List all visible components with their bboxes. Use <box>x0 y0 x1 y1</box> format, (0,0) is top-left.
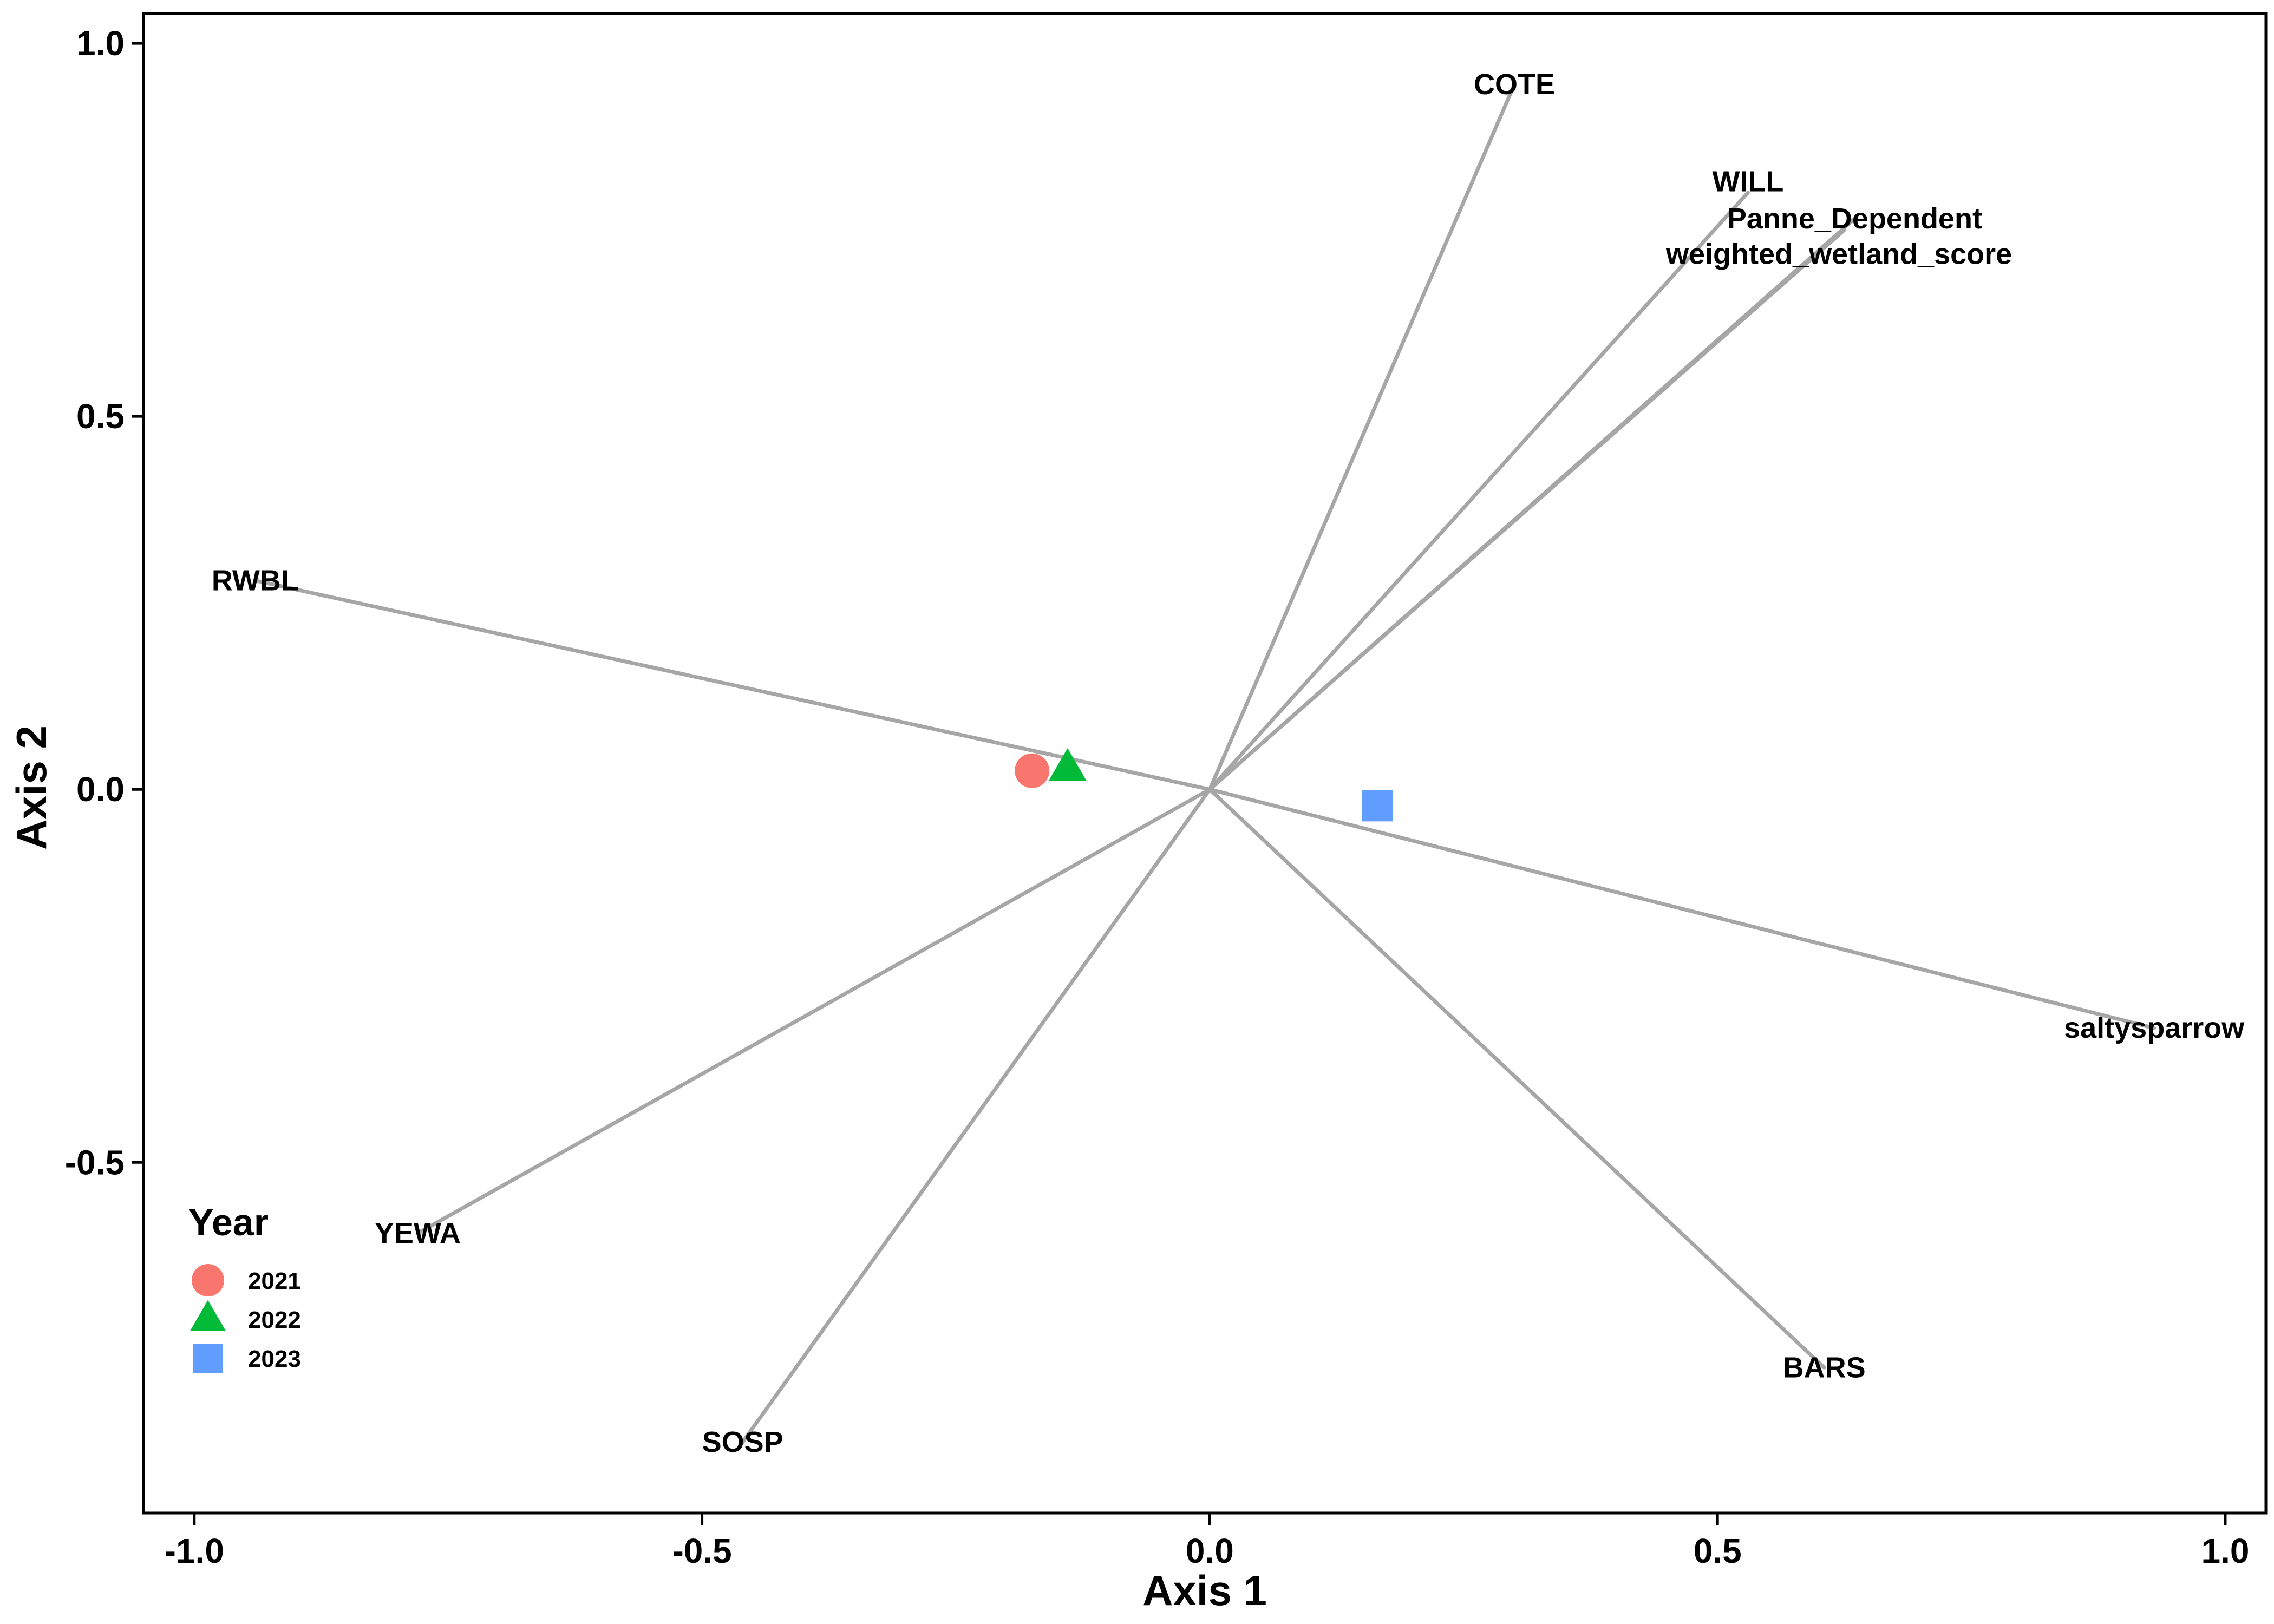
point-2023-0 <box>1362 790 1393 822</box>
plot-panel <box>142 12 2268 1515</box>
vector-label-cote: COTE <box>1474 68 1555 101</box>
points-layer <box>1015 748 1393 822</box>
vectors-layer <box>253 82 2157 1444</box>
vector-label-panne-dependent: Panne_Dependent <box>1727 202 1982 235</box>
x-tick-label--0-5: -0.5 <box>672 1531 731 1570</box>
x-tick-label--1-0: -1.0 <box>165 1531 224 1570</box>
vector-label-will: WILL <box>1712 166 1783 198</box>
legend-key-2022 <box>190 1300 226 1331</box>
x-axis-title: Axis 1 <box>1142 1567 1267 1614</box>
legend-key-2023 <box>193 1344 223 1373</box>
vector-weighted-wetland-score <box>1207 228 1847 791</box>
legend: Year 2021 2022 2023 <box>188 1201 301 1373</box>
y-tick-label-0-0: 0.0 <box>76 770 125 809</box>
point-2022-0 <box>1048 748 1087 781</box>
vector-label-saltysparrow: saltysparrow <box>2064 1012 2245 1044</box>
vector-saltysparrow <box>1207 787 2157 1030</box>
x-tick-label-1-0: 1.0 <box>2201 1531 2249 1570</box>
y-axis: -0.5 0.0 0.5 1.0 <box>65 24 143 1182</box>
vector-label-yewa: YEWA <box>375 1217 461 1249</box>
legend-label-2022: 2022 <box>248 1307 301 1333</box>
vector-label-weighted-wetland-score: weighted_wetland_score <box>1665 238 2012 271</box>
vector-rwbl <box>253 578 1212 791</box>
x-axis: -1.0 -0.5 0.0 0.5 1.0 <box>165 1513 2249 1570</box>
legend-key-2021 <box>192 1264 224 1296</box>
x-tick-label-0-5: 0.5 <box>1694 1531 1742 1570</box>
legend-label-2021: 2021 <box>248 1268 301 1294</box>
legend-label-2023: 2023 <box>248 1346 301 1372</box>
vector-label-bars: BARS <box>1783 1351 1866 1384</box>
point-2021-0 <box>1015 753 1050 788</box>
vector-label-rwbl: RWBL <box>212 564 299 597</box>
x-tick-label-0-0: 0.0 <box>1186 1531 1234 1570</box>
y-tick-label-0-5: 0.5 <box>76 397 125 436</box>
legend-title: Year <box>188 1201 269 1243</box>
vector-label-sosp: SOSP <box>702 1426 783 1458</box>
y-axis-title: Axis 2 <box>8 725 55 850</box>
vector-bars <box>1207 787 1826 1370</box>
y-tick-label-1-0: 1.0 <box>76 24 125 63</box>
vector-labels: COTE WILL Panne_Dependentweighted_wetland_… <box>212 68 2245 1458</box>
vector-sosp <box>741 787 1212 1444</box>
y-tick-label--0-5: -0.5 <box>65 1143 125 1182</box>
vector-cote <box>1207 82 1517 791</box>
vector-yewa <box>415 787 1212 1235</box>
vector-will <box>1207 191 1750 791</box>
